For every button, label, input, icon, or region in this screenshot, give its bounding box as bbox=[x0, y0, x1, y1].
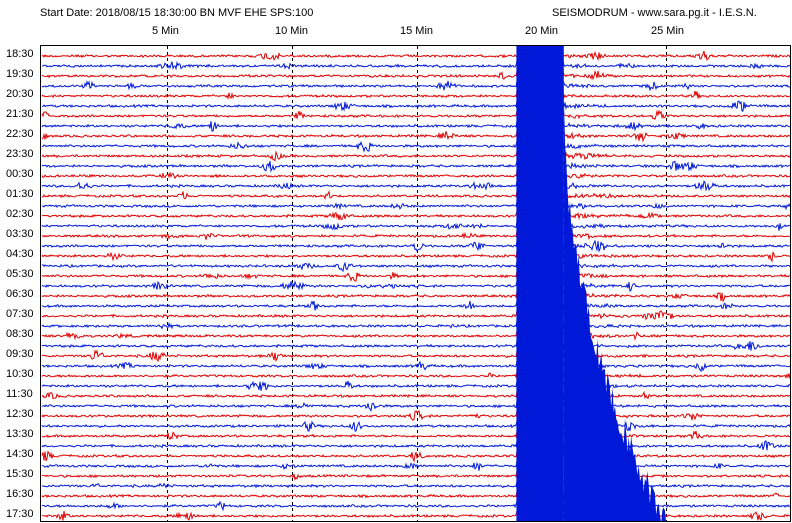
x-tick-label: 25 Min bbox=[651, 25, 685, 37]
seismic-trace bbox=[42, 359, 790, 373]
event-saturation-block bbox=[516, 46, 564, 521]
row-time-label: 07:30 bbox=[6, 308, 34, 320]
seismic-trace bbox=[41, 79, 790, 92]
seismic-trace bbox=[41, 239, 790, 253]
row-time-label: 23:30 bbox=[6, 148, 34, 160]
seismic-trace bbox=[41, 279, 790, 293]
seismic-trace bbox=[41, 270, 790, 283]
seismic-trace bbox=[41, 409, 790, 422]
seismic-trace bbox=[41, 470, 790, 483]
seismic-trace bbox=[41, 129, 790, 143]
seismic-trace bbox=[41, 489, 790, 502]
seismogram-plot bbox=[41, 46, 790, 521]
row-time-label: 20:30 bbox=[6, 88, 34, 100]
source-credit: SEISMODRUM - www.sara.pg.it - I.E.S.N. bbox=[552, 7, 757, 19]
seismic-trace bbox=[41, 429, 790, 442]
seismic-trace bbox=[41, 320, 790, 332]
seismic-trace bbox=[41, 50, 790, 62]
row-time-label: 14:30 bbox=[6, 448, 34, 460]
plot-frame bbox=[40, 45, 791, 522]
seismic-trace bbox=[41, 400, 790, 413]
seismic-trace bbox=[41, 390, 790, 402]
row-time-label: 09:30 bbox=[6, 348, 34, 360]
row-time-label: 18:30 bbox=[6, 48, 34, 60]
seismic-trace bbox=[41, 340, 790, 352]
row-time-label: 11:30 bbox=[6, 388, 33, 400]
seismic-trace bbox=[41, 480, 790, 492]
seismic-trace bbox=[41, 420, 790, 433]
seismic-trace bbox=[41, 250, 790, 263]
row-time-label: 01:30 bbox=[6, 188, 34, 200]
row-time-label: 02:30 bbox=[6, 208, 34, 220]
seismic-trace bbox=[41, 370, 790, 382]
seismic-trace bbox=[41, 259, 790, 273]
seismic-trace bbox=[41, 180, 790, 192]
seismic-trace bbox=[41, 379, 790, 392]
seismic-trace bbox=[41, 220, 790, 232]
seismic-trace bbox=[41, 190, 790, 202]
seismic-trace bbox=[41, 210, 790, 222]
row-time-label: 15:30 bbox=[6, 468, 34, 480]
seismic-trace bbox=[41, 309, 790, 322]
seismic-trace bbox=[41, 200, 790, 212]
row-time-label: 00:30 bbox=[6, 168, 34, 180]
seismic-trace bbox=[41, 509, 790, 521]
seismic-trace bbox=[41, 70, 790, 82]
row-time-label: 05:30 bbox=[6, 268, 34, 280]
row-time-label: 17:30 bbox=[6, 508, 34, 520]
seismic-trace bbox=[41, 109, 790, 122]
row-time-label: 06:30 bbox=[6, 288, 34, 300]
seismic-trace bbox=[41, 440, 790, 452]
row-time-label: 10:30 bbox=[6, 368, 34, 380]
seismic-trace bbox=[42, 140, 790, 153]
x-tick-label: 15 Min bbox=[400, 25, 434, 37]
row-time-label: 16:30 bbox=[6, 488, 34, 500]
row-time-label: 19:30 bbox=[6, 68, 34, 80]
seismic-trace bbox=[41, 159, 790, 173]
x-tick-label: 5 Min bbox=[152, 25, 179, 37]
seismic-trace bbox=[41, 90, 790, 102]
seismic-trace bbox=[41, 450, 790, 463]
row-time-label: 13:30 bbox=[6, 428, 34, 440]
seismic-trace bbox=[41, 349, 790, 363]
seismic-trace bbox=[41, 290, 790, 303]
seismic-trace bbox=[41, 460, 790, 472]
seismic-trace bbox=[41, 60, 790, 72]
row-time-label: 03:30 bbox=[6, 228, 34, 240]
seismic-trace bbox=[41, 170, 790, 182]
row-time-label: 04:30 bbox=[6, 248, 34, 260]
seismic-trace bbox=[41, 150, 790, 162]
seismic-trace bbox=[41, 100, 790, 112]
seismic-trace bbox=[42, 500, 790, 512]
row-time-label: 22:30 bbox=[6, 128, 34, 140]
seismic-trace bbox=[41, 120, 790, 132]
x-tick-label: 20 Min bbox=[525, 25, 559, 37]
row-time-label: 21:30 bbox=[6, 108, 34, 120]
seismic-trace bbox=[41, 229, 790, 242]
row-time-label: 08:30 bbox=[6, 328, 34, 340]
start-date-header: Start Date: 2018/08/15 18:30:00 BN MVF E… bbox=[40, 7, 314, 19]
seismic-trace bbox=[41, 330, 790, 342]
x-tick-label: 10 Min bbox=[275, 25, 309, 37]
event-coda bbox=[563, 46, 666, 521]
seismic-trace bbox=[41, 300, 790, 312]
row-time-label: 12:30 bbox=[6, 408, 34, 420]
